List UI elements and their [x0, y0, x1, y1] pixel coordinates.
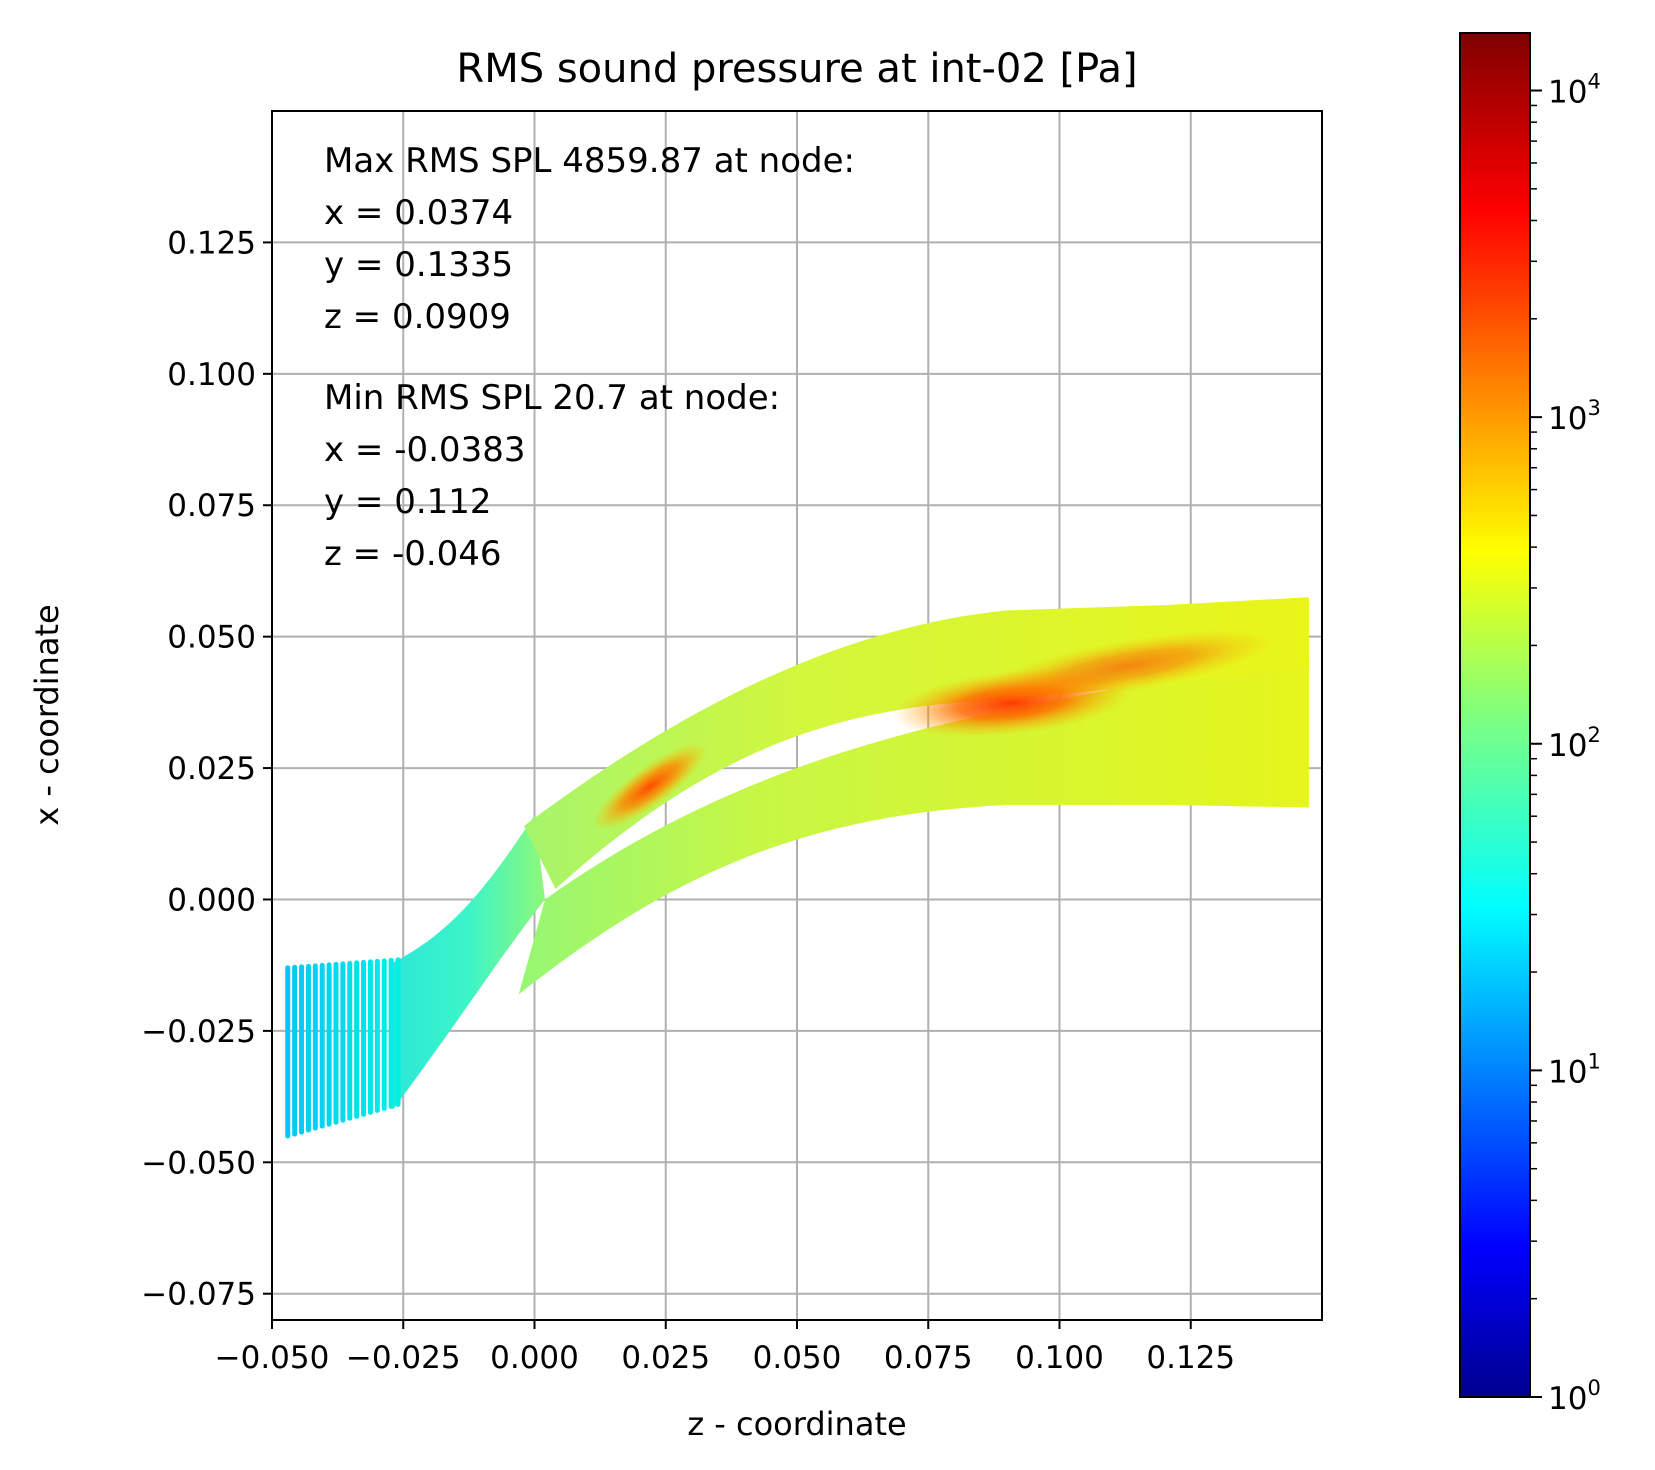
y-axis-label: x - coordinate	[28, 604, 66, 826]
x-tick-label: −0.050	[215, 1340, 330, 1376]
inlet-fan-lines	[285, 957, 401, 1139]
x-axis-ticks: −0.050 −0.025 0.000 0.025 0.050 0.075 0.100 0.1…	[215, 1320, 1235, 1376]
colorbar-tick-label: 101	[1548, 1049, 1601, 1090]
colorbar-tick-label: 102	[1548, 723, 1601, 764]
colorbar	[1459, 32, 1531, 1398]
annotation-line: z = 0.0909	[324, 297, 511, 337]
chart-title: RMS sound pressure at int-02 [Pa]	[456, 46, 1137, 92]
colorbar-tick-label: 103	[1548, 396, 1601, 437]
inlet-channel	[392, 815, 545, 1110]
y-tick-label: −0.050	[141, 1145, 256, 1181]
x-axis-label: z - coordinate	[687, 1405, 906, 1443]
x-tick-label: 0.025	[621, 1340, 710, 1376]
y-tick-label: 0.100	[167, 357, 256, 393]
y-tick-label: 0.050	[167, 620, 256, 656]
annotation-line: y = 0.1335	[324, 245, 513, 285]
x-tick-label: −0.025	[346, 1340, 461, 1376]
y-tick-label: 0.075	[167, 488, 256, 524]
y-tick-label: 0.125	[167, 225, 256, 261]
min-max-annotation: Max RMS SPL 4859.87 at node: x = 0.0374 y …	[324, 141, 855, 574]
y-axis-ticks: −0.075 −0.050 −0.025 0.000 0.025 0.050 0.075 0.…	[141, 225, 272, 1313]
annotation-line: Min RMS SPL 20.7 at node:	[324, 378, 780, 418]
x-tick-label: 0.125	[1146, 1340, 1235, 1376]
x-tick-label: 0.000	[490, 1340, 579, 1376]
x-tick-label: 0.100	[1015, 1340, 1104, 1376]
mesh-field	[285, 597, 1309, 1139]
y-tick-label: −0.075	[141, 1277, 256, 1313]
colorbar-ticks: 100 101 102 103 104	[1530, 70, 1601, 1417]
annotation-line: x = -0.0383	[324, 430, 525, 470]
y-tick-label: 0.025	[167, 751, 256, 787]
annotation-line: x = 0.0374	[324, 193, 513, 233]
hot-spot-secondary	[592, 742, 708, 831]
annotation-line: y = 0.112	[324, 482, 492, 522]
annotation-line: Max RMS SPL 4859.87 at node:	[324, 141, 855, 181]
y-tick-label: −0.025	[141, 1014, 256, 1050]
lower-channel	[518, 657, 1309, 995]
colorbar-tick-label: 100	[1548, 1376, 1601, 1417]
y-tick-label: 0.000	[167, 882, 256, 918]
hot-spot-max-tail	[979, 629, 1276, 703]
colorbar-tick-label: 104	[1548, 70, 1601, 111]
x-tick-label: 0.050	[753, 1340, 842, 1376]
annotation-line: z = -0.046	[324, 534, 502, 574]
x-tick-label: 0.075	[884, 1340, 973, 1376]
